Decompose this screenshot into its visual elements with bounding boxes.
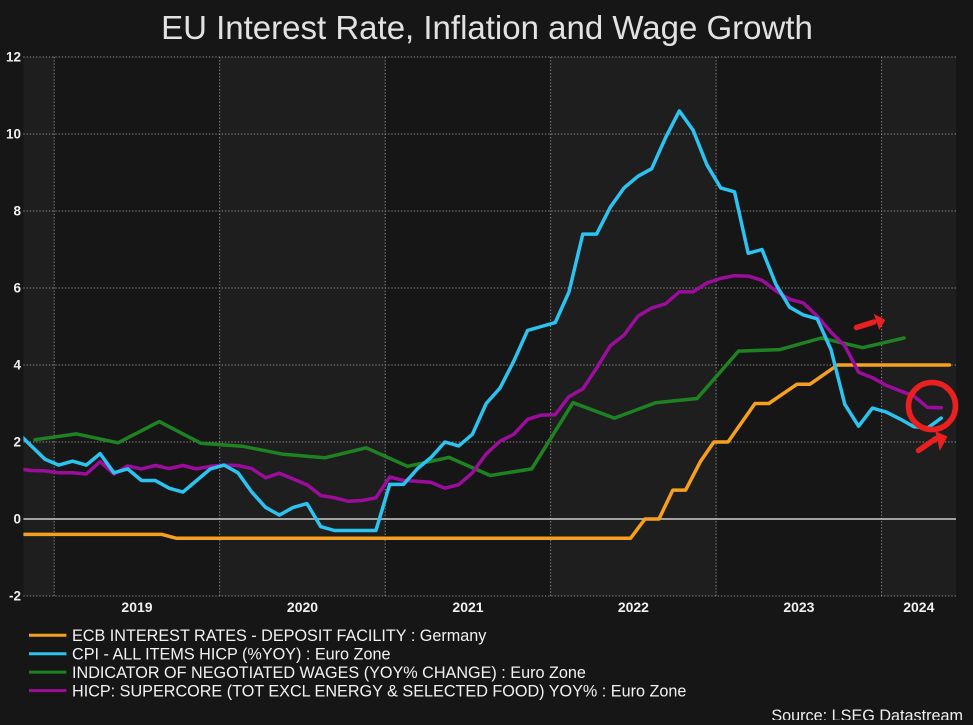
svg-text:2: 2 xyxy=(13,435,21,450)
svg-text:2019: 2019 xyxy=(121,599,152,615)
svg-text:6: 6 xyxy=(13,281,21,296)
svg-text:2020: 2020 xyxy=(287,599,318,615)
svg-text:ECB INTEREST RATES - DEPOSIT F: ECB INTEREST RATES - DEPOSIT FACILITY : … xyxy=(72,627,487,645)
svg-text:8: 8 xyxy=(13,204,21,219)
svg-text:2023: 2023 xyxy=(783,599,814,615)
svg-text:INDICATOR OF NEGOTIATED WAGES: INDICATOR OF NEGOTIATED WAGES (YOY% CHAN… xyxy=(72,664,586,682)
svg-text:0: 0 xyxy=(13,512,21,527)
svg-text:Source: LSEG Datastream: Source: LSEG Datastream xyxy=(771,707,963,720)
svg-text:2022: 2022 xyxy=(618,599,649,615)
svg-text:-2: -2 xyxy=(9,589,21,604)
svg-text:10: 10 xyxy=(6,127,21,142)
svg-text:HICP: SUPERCORE (TOT EXCL ENER: HICP: SUPERCORE (TOT EXCL ENERGY & SELEC… xyxy=(72,682,686,700)
svg-text:2021: 2021 xyxy=(452,599,483,615)
svg-text:CPI - ALL ITEMS HICP (%YOY) :: CPI - ALL ITEMS HICP (%YOY) : Euro Zone xyxy=(72,646,390,664)
svg-text:4: 4 xyxy=(13,358,21,373)
svg-text:2024: 2024 xyxy=(903,599,934,615)
svg-text:EU Interest Rate, Inflation an: EU Interest Rate, Inflation and Wage Gro… xyxy=(161,9,813,46)
svg-text:12: 12 xyxy=(6,50,21,65)
